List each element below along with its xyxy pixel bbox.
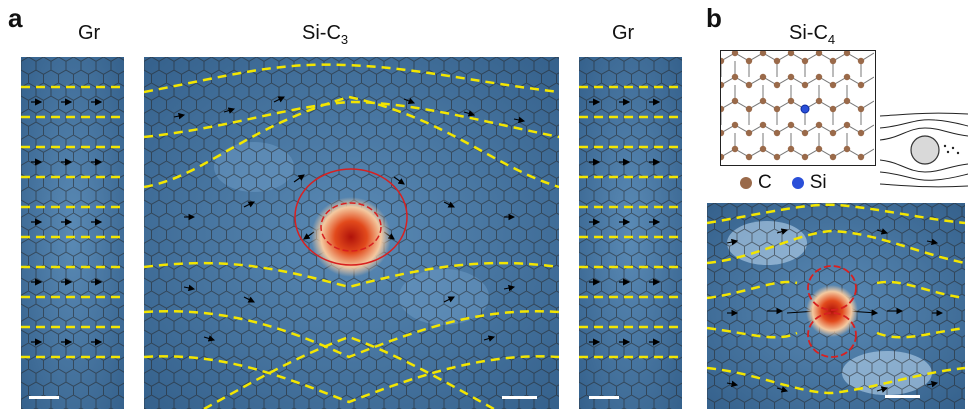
structure-si-c4 (720, 50, 876, 166)
contours-si-c4 (807, 265, 857, 358)
si-c4-field (707, 203, 965, 409)
carbon-atoms (721, 51, 865, 161)
legend-silicon-label: Si (809, 172, 827, 193)
scalebar-gr-left (29, 396, 59, 399)
title-gr-left: Gr (78, 22, 101, 44)
legend-silicon-dot (791, 177, 804, 189)
flow-schematic-drawing (880, 112, 968, 188)
gr-left-field (21, 57, 124, 409)
scalebar-si-c4 (885, 395, 920, 398)
title-si-c4: Si-C4 (789, 22, 836, 47)
obstacle-icon (910, 135, 940, 165)
streamlines-gr-right (579, 85, 682, 359)
title-gr-right: Gr (612, 22, 635, 44)
panel-label-a: a (8, 3, 23, 33)
hotspot-si-c4 (806, 285, 858, 337)
silicon-atom (800, 104, 810, 114)
legend-carbon-label: C (758, 172, 772, 193)
legend: C Si (740, 172, 827, 194)
legend-carbon-dot (740, 177, 752, 189)
scalebar-gr-right (589, 396, 619, 399)
panel-gr-left (21, 57, 124, 409)
panel-gr-right (579, 57, 682, 409)
contours-si-c3 (294, 168, 408, 266)
title-si-c3: Si-C3 (302, 22, 349, 47)
scalebar-si-c3 (502, 396, 537, 399)
flux-arrows-gr-left (31, 98, 103, 346)
panel-si-c3 (144, 57, 559, 409)
gr-right-field (579, 57, 682, 409)
si-c3-field (144, 57, 559, 409)
streamlines-si-c3 (144, 63, 559, 409)
flow-schematic (880, 108, 968, 192)
flux-arrows-gr-right (589, 98, 661, 346)
panel-si-c4-field (707, 203, 965, 409)
streamlines-gr-left (21, 85, 124, 359)
lattice-si-c4 (721, 51, 874, 161)
panel-label-b: b (706, 3, 722, 33)
flux-arrows-si-c3 (173, 96, 526, 342)
hotspot-si-c3 (311, 197, 391, 277)
streamlines-si-c4 (707, 203, 965, 395)
